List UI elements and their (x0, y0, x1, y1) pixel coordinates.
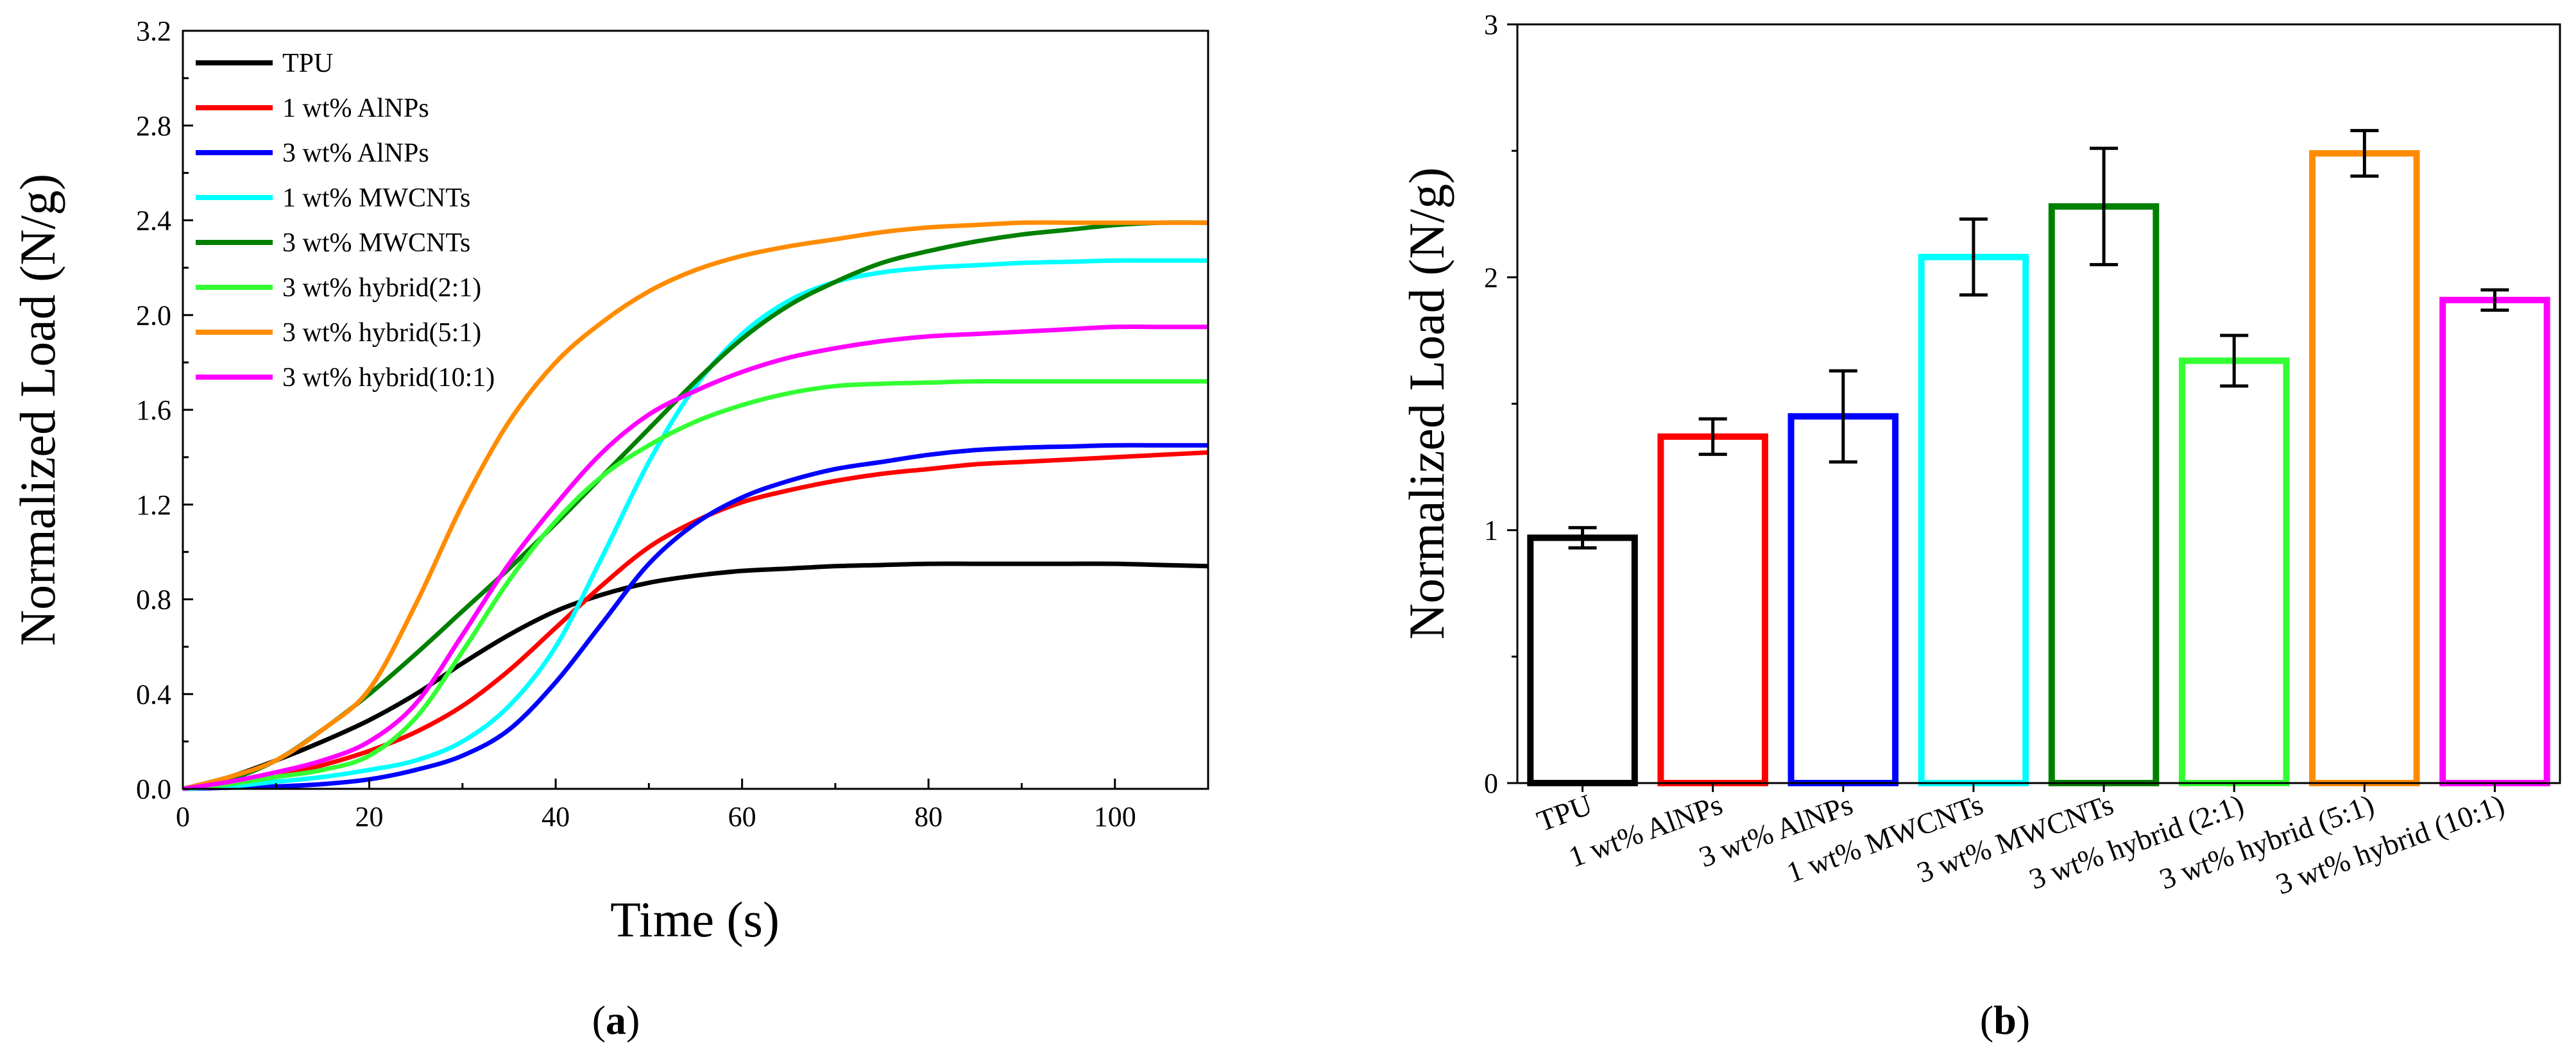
bar-group (1527, 129, 2550, 787)
line-series-3-wt-hybrid-5-1 (182, 220, 1208, 791)
line-series-3-wt-alnps (182, 443, 1208, 791)
x-tick-label-a: 20 (355, 801, 384, 832)
panel-label-a-close: ) (626, 997, 640, 1043)
panel-label-b-close: ) (2017, 997, 2030, 1043)
bar-3-wt-hybrid-5-1 (2309, 150, 2420, 787)
y-tick-label-b: 1 (1484, 515, 1498, 546)
line-series-1-wt-alnps (182, 450, 1209, 791)
y-tick-label-a: 2.0 (136, 300, 171, 331)
legend-label-1-wt-mwcnts: 1 wt% MWCNTs (282, 183, 470, 213)
y-tick-label-a: 2.4 (136, 205, 171, 237)
category-label-tpu: TPU (1533, 788, 1596, 838)
y-tick-label-b: 3 (1484, 9, 1498, 40)
panel-label-b-letter: b (1993, 997, 2017, 1043)
line-series-1-wt-mwcnts (182, 258, 1208, 791)
panel-label-b-open: ( (1980, 997, 1993, 1043)
plot-frame-b (1516, 23, 2561, 784)
legend-label-1-wt-alnps: 1 wt% AlNPs (282, 94, 429, 123)
panel-label-a-letter: a (606, 997, 626, 1043)
y-tick-label-a: 2.8 (136, 110, 171, 142)
line-series-tpu (182, 561, 1209, 791)
bar-3-wt-mwcnts (2048, 203, 2160, 787)
legend-label-3-wt-hybrid-10-1: 3 wt% hybrid(10:1) (282, 363, 495, 392)
error-bar-3-wt-alnps (1829, 369, 1857, 464)
bar-3-wt-hybrid-2-1 (2178, 357, 2290, 786)
error-bar-1-wt-alnps (1698, 417, 1727, 456)
legend-a: TPU 1 wt% AlNPs 3 wt% AlNPs 1 wt% MWCNTs 3 w… (196, 49, 495, 392)
legend-label-3-wt-mwcnts: 3 wt% MWCNTs (282, 228, 470, 258)
category-label-3-wt-hybrid-5-1: 3 wt% hybrid (5:1) (2155, 788, 2378, 895)
error-bar-3-wt-hybrid-10-1 (2480, 288, 2509, 312)
x-tick-label-a: 40 (542, 801, 570, 832)
y-tick-label-a: 0.8 (136, 584, 171, 616)
legend-label-3-wt-alnps: 3 wt% AlNPs (282, 139, 429, 168)
y-tick-label-b: 2 (1484, 262, 1498, 293)
y-axis-title-b: Normalized Load (N/g) (1399, 167, 1454, 639)
error-bar-3-wt-hybrid-5-1 (2350, 129, 2379, 178)
bar-tpu (1527, 534, 1638, 786)
y-tick-label-a: 1.2 (136, 489, 171, 521)
x-axis-title-a: Time (s) (610, 891, 780, 947)
bar-3-wt-alnps (1787, 413, 1899, 786)
y-tick-label-b: 0 (1484, 768, 1498, 799)
line-chart-panel-a: 0.0 0.4 0.8 1.2 1.6 2.0 2.4 2.8 3.2 0 20 40 60 80 100… (10, 15, 1209, 1043)
x-axis-a: 0 20 40 60 80 100 (176, 779, 1209, 832)
bar-1-wt-alnps (1657, 433, 1768, 786)
x-tick-label-a: 80 (914, 801, 943, 832)
panel-label-a-open: ( (592, 997, 606, 1043)
error-bar-3-wt-mwcnts (2090, 146, 2119, 267)
legend-label-tpu: TPU (282, 49, 333, 78)
x-tick-label-a: 100 (1094, 801, 1136, 832)
y-axis-b: 0 1 2 3 (1484, 9, 1517, 799)
y-tick-label-a: 0.0 (136, 773, 171, 805)
panel-label-a: (a) (592, 997, 640, 1043)
legend-label-3-wt-hybrid-2-1: 3 wt% hybrid(2:1) (282, 273, 481, 303)
legend-label-3-wt-hybrid-5-1: 3 wt% hybrid(5:1) (282, 318, 481, 348)
error-bar-3-wt-hybrid-2-1 (2220, 333, 2249, 388)
y-tick-label-a: 0.4 (136, 679, 171, 710)
bar-3-wt-hybrid-10-1 (2439, 296, 2550, 787)
line-series-group (182, 220, 1209, 791)
line-series-3-wt-mwcnts (182, 220, 1209, 791)
bar-1-wt-mwcnts (1918, 253, 2029, 786)
error-bar-tpu (1568, 526, 1597, 550)
panel-label-b: (b) (1980, 997, 2030, 1043)
y-axis-title-a: Normalized Load (N/g) (10, 174, 65, 646)
y-tick-label-a: 3.2 (136, 15, 171, 47)
y-tick-label-a: 1.6 (136, 394, 171, 426)
error-bar-1-wt-mwcnts (1959, 217, 1988, 297)
x-tick-label-a: 0 (176, 801, 190, 832)
line-series-3-wt-hybrid-2-1 (182, 379, 1208, 791)
category-label-3-wt-hybrid-2-1: 3 wt% hybrid (2:1) (2025, 788, 2248, 895)
x-tick-label-a: 60 (728, 801, 756, 832)
line-series-3-wt-hybrid-10-1 (182, 324, 1208, 791)
y-axis-a: 0.0 0.4 0.8 1.2 1.6 2.0 2.4 2.8 3.2 (136, 15, 193, 805)
